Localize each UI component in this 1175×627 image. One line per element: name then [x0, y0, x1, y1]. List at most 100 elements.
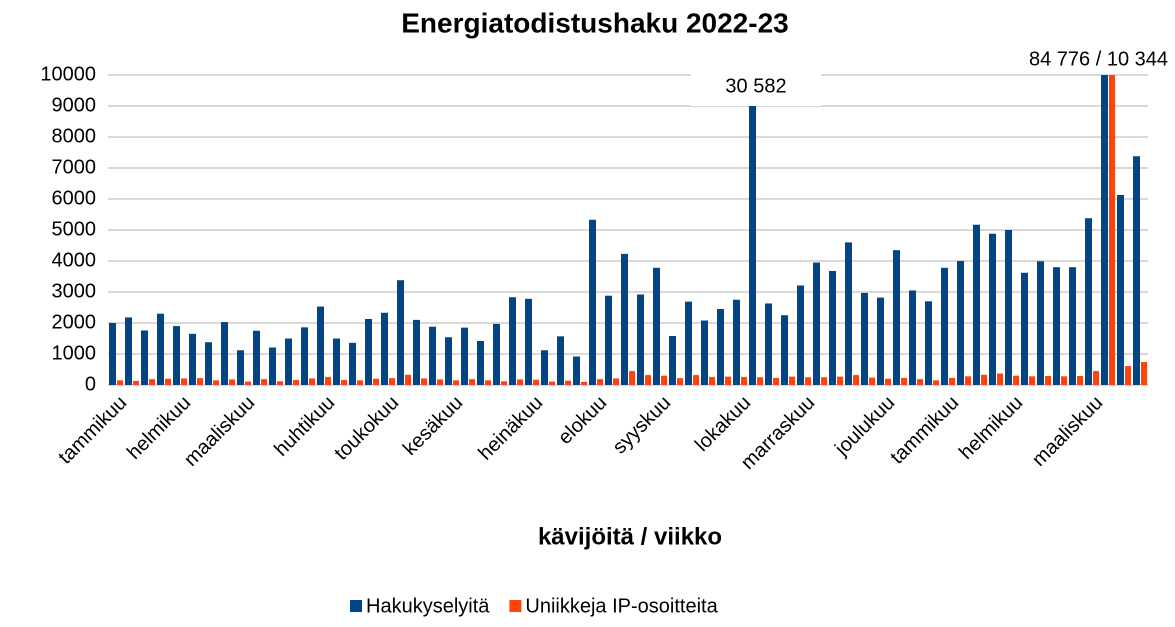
bar: [597, 379, 603, 385]
label-box: [985, 44, 1175, 74]
bar: [1133, 156, 1140, 385]
overlay: 30 582 84 776 / 10 344 Hakukyselyitä Uniikk…: [350, 44, 1175, 617]
bar: [221, 322, 228, 385]
bar: [1005, 230, 1012, 385]
bar: [293, 380, 299, 385]
bar: [397, 280, 404, 385]
bar: [645, 375, 651, 385]
bar: [341, 380, 347, 385]
bar: [1053, 267, 1060, 385]
x-tick-label: heinäkuu: [474, 392, 547, 465]
bar: [749, 75, 756, 385]
bar: [405, 374, 411, 385]
bar: [365, 318, 372, 385]
x-tick-label: tammikuu: [54, 392, 131, 469]
bar: [701, 320, 708, 385]
bar: [741, 376, 747, 385]
x-tick-label: elokuu: [554, 392, 611, 449]
bar: [1077, 376, 1083, 385]
bar: [213, 380, 219, 385]
bar: [413, 319, 420, 385]
bar: [805, 377, 811, 385]
bar: [237, 350, 244, 385]
bar: [117, 380, 123, 385]
bar: [461, 327, 468, 385]
bar: [885, 378, 891, 385]
bar: [453, 380, 459, 385]
bar: [589, 219, 596, 385]
x-tick-label: huhtikuu: [270, 392, 339, 461]
y-tick-label: 2000: [52, 311, 97, 333]
bar: [1141, 362, 1147, 385]
bar: [957, 261, 964, 385]
label-box: [691, 68, 821, 106]
bar: [325, 376, 331, 385]
bar: [181, 378, 187, 385]
bar: [1061, 376, 1067, 385]
bar: [157, 313, 164, 385]
bar: [693, 375, 699, 385]
y-tick-label: 6000: [52, 187, 97, 209]
bar: [445, 337, 452, 385]
legend-label: Hakukyselyitä: [366, 595, 490, 617]
bar: [973, 224, 980, 385]
y-tick-label: 10000: [40, 63, 96, 85]
bar: [149, 379, 155, 385]
bar: [725, 376, 731, 385]
bar: [517, 379, 523, 385]
bar: [1069, 267, 1076, 385]
bar: [269, 347, 276, 385]
bar: [621, 253, 628, 385]
bar: [389, 378, 395, 385]
bar: [245, 381, 251, 385]
bar: [605, 295, 612, 385]
bar: [1117, 194, 1124, 385]
bar: [1085, 218, 1092, 385]
bar: [549, 381, 555, 385]
bar: [533, 379, 539, 385]
annotation: 84 776 / 10 344: [1029, 48, 1168, 70]
bar: [613, 378, 619, 385]
bar: [829, 270, 836, 385]
value-label: 30 582: [725, 75, 786, 97]
bar: [821, 377, 827, 385]
y-tick-label: 0: [85, 373, 96, 395]
bar: [285, 338, 292, 385]
bar: [485, 380, 491, 385]
bar: [981, 374, 987, 385]
x-tick-label: kesäkuu: [399, 392, 467, 460]
bar: [949, 377, 955, 385]
bar: [661, 375, 667, 385]
bar: [901, 377, 907, 385]
bar: [653, 267, 660, 385]
bar: [845, 242, 852, 385]
bar: [141, 330, 148, 385]
bar: [765, 303, 772, 385]
bar: [429, 326, 436, 385]
bar: [685, 301, 692, 385]
bar: [125, 317, 132, 385]
bar: [133, 380, 139, 385]
legend-label: Uniikkeja IP-osoitteita: [525, 595, 718, 617]
y-tick-label: 8000: [52, 125, 97, 147]
bar: [869, 377, 875, 385]
bar: [669, 336, 676, 385]
bar: [637, 294, 644, 385]
bar: [493, 323, 500, 385]
chart-title: Energiatodistushaku 2022-23: [401, 7, 788, 38]
y-tick-label: 7000: [52, 156, 97, 178]
bar: [789, 376, 795, 385]
bar: [205, 342, 212, 385]
bar: [933, 380, 939, 385]
bar: [941, 267, 948, 385]
y-tick-label: 1000: [52, 342, 97, 364]
bar: [917, 379, 923, 385]
bar: [109, 323, 116, 385]
bar: [813, 262, 820, 385]
bar: [877, 297, 884, 385]
bar: [349, 342, 356, 385]
bar: [773, 377, 779, 385]
bar: [1093, 371, 1099, 385]
bars: [109, 75, 1147, 385]
